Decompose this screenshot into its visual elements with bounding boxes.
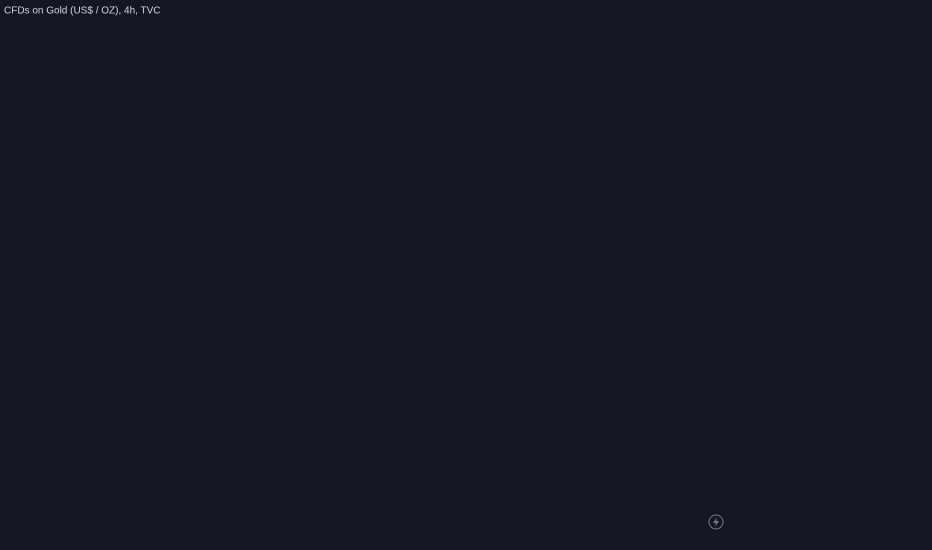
replay-icon-bolt bbox=[713, 517, 719, 527]
chart-title: CFDs on Gold (US$ / OZ), 4h, TVC bbox=[4, 6, 161, 17]
replay-icon[interactable] bbox=[708, 514, 724, 530]
